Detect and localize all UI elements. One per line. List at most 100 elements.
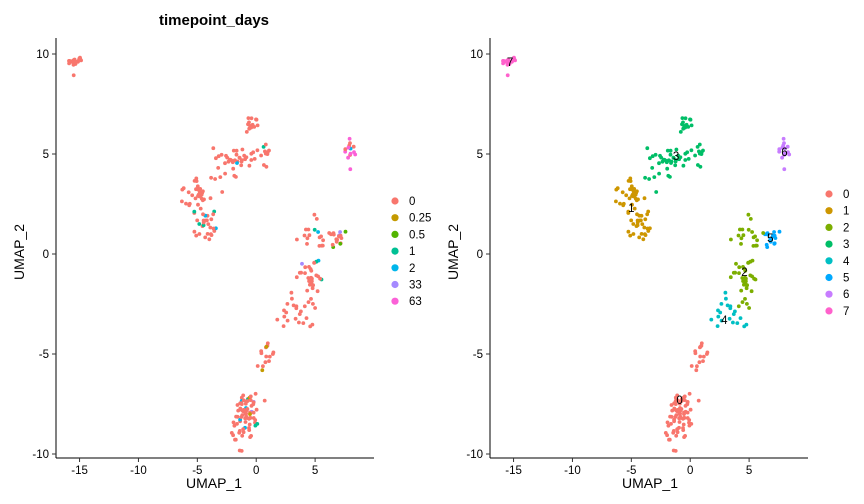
legend-swatch <box>391 230 399 238</box>
data-point <box>742 282 746 287</box>
data-point <box>786 150 790 155</box>
data-point <box>267 354 272 359</box>
data-point <box>306 276 311 280</box>
data-point <box>678 414 683 419</box>
data-point <box>657 171 661 176</box>
data-point <box>654 190 659 194</box>
data-point <box>680 116 685 120</box>
data-point <box>267 359 271 363</box>
axes: -15 -10 -5 0 5 -10 -5 0 5 10 <box>32 38 374 477</box>
data-point <box>675 430 680 435</box>
data-point <box>315 289 320 294</box>
data-point <box>698 344 703 349</box>
x-tick-label: -5 <box>192 465 202 477</box>
data-point <box>741 233 746 238</box>
data-point <box>312 212 317 217</box>
data-point <box>679 407 684 411</box>
data-point <box>251 410 256 415</box>
data-point <box>677 420 682 424</box>
data-point <box>688 117 692 122</box>
data-point <box>746 261 750 265</box>
data-point <box>306 300 311 304</box>
data-point <box>772 230 776 234</box>
x-tick-label: 5 <box>312 465 318 477</box>
data-point <box>780 145 785 150</box>
data-point <box>240 158 244 163</box>
data-point <box>246 122 250 127</box>
data-point <box>244 414 249 419</box>
data-point <box>309 297 313 301</box>
data-point <box>307 265 311 269</box>
data-point <box>248 398 253 402</box>
data-point <box>314 217 319 221</box>
data-point <box>198 206 203 211</box>
data-point <box>330 242 335 247</box>
data-point <box>761 231 766 235</box>
data-point <box>247 416 251 421</box>
data-point <box>689 422 694 426</box>
data-point <box>251 400 256 405</box>
data-point <box>239 415 244 419</box>
data-point <box>245 407 250 411</box>
data-point <box>263 142 268 147</box>
data-point <box>698 354 703 359</box>
data-point <box>631 232 636 236</box>
data-point <box>281 324 286 328</box>
data-point <box>71 59 75 64</box>
data-point <box>247 163 252 168</box>
data-point <box>739 242 743 246</box>
data-point <box>669 403 674 407</box>
data-point <box>201 212 205 217</box>
data-point <box>632 194 637 198</box>
y-tick-label: 5 <box>477 149 483 161</box>
data-point <box>640 222 645 227</box>
data-point <box>697 151 702 156</box>
data-point <box>295 237 299 242</box>
data-point <box>739 288 744 293</box>
data-point <box>675 398 680 403</box>
data-point <box>697 360 702 365</box>
data-point <box>208 196 213 201</box>
data-point <box>317 244 322 248</box>
legend-label: 1 <box>409 246 415 258</box>
data-point <box>673 395 678 400</box>
data-point <box>234 152 239 157</box>
data-point <box>701 148 705 153</box>
x-axis-label: UMAP_1 <box>186 475 242 491</box>
legend-label: 2 <box>409 263 415 275</box>
data-point <box>697 142 702 147</box>
cluster-label: 5 <box>767 233 773 245</box>
data-point <box>249 125 254 130</box>
data-point <box>676 153 681 158</box>
data-point <box>645 226 650 231</box>
data-point <box>302 304 307 309</box>
data-point <box>239 449 244 453</box>
legend-label: 6 <box>843 289 849 301</box>
data-point <box>635 223 640 228</box>
x-tick-label: 5 <box>746 465 752 477</box>
data-point <box>633 196 638 201</box>
data-point <box>673 401 678 405</box>
data-point <box>297 320 301 325</box>
legend-swatch <box>825 240 833 248</box>
data-point <box>669 414 674 419</box>
data-point <box>725 303 730 308</box>
legend-swatch <box>825 223 833 231</box>
y-tick-label: -5 <box>473 349 483 361</box>
data-point <box>653 152 658 157</box>
x-tick-label: -10 <box>564 465 581 477</box>
data-point <box>249 404 254 408</box>
data-point <box>264 344 269 349</box>
data-point <box>216 166 221 170</box>
data-point <box>213 177 218 181</box>
data-point <box>267 148 271 153</box>
data-point <box>261 364 265 369</box>
data-point <box>679 399 684 403</box>
data-point <box>683 116 688 121</box>
data-point <box>255 422 260 426</box>
x-tick-label: -10 <box>130 465 147 477</box>
data-point <box>241 427 246 431</box>
data-point <box>209 175 214 180</box>
data-point <box>289 290 294 295</box>
data-point <box>746 212 751 217</box>
